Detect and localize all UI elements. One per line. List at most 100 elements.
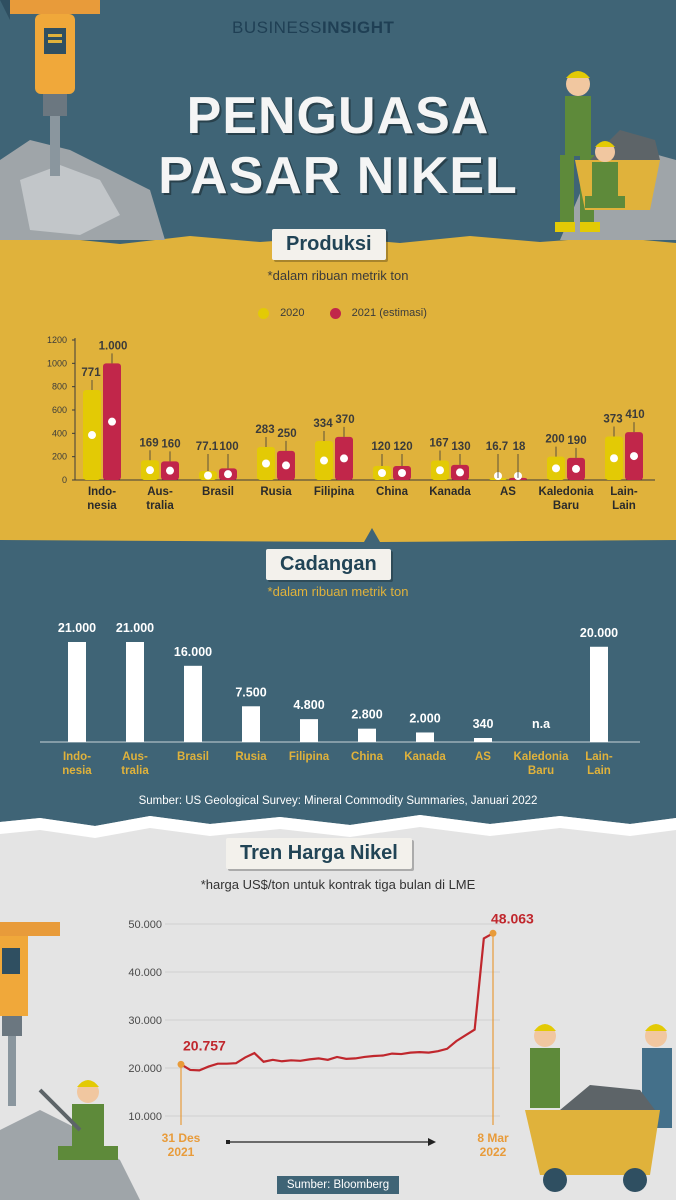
reserve-bar (590, 646, 608, 742)
harga-source-wrap: Sumber: Bloomberg (0, 1175, 676, 1194)
reserve-label: 2.800 (351, 708, 382, 722)
time-arrow-tail (226, 1140, 230, 1144)
data-label: 100 (219, 441, 238, 453)
data-label: 190 (567, 435, 586, 447)
category-label: Kaledonia Baru (539, 486, 595, 512)
bar-dot (630, 452, 638, 461)
page-title-line2: PASAR NIKEL (158, 147, 518, 205)
category-label: Lain-Lain (585, 751, 613, 777)
category-label: Brasil (202, 486, 234, 498)
produksi-note: *dalam ribuan metrik ton (267, 268, 409, 283)
bar-dot (398, 469, 406, 477)
harga-chart: 10.000 20.000 30.000 40.000 50.000 20.757 48.0… (128, 910, 534, 1159)
reserve-label: 21.000 (116, 621, 154, 635)
data-label: 77.1 (196, 441, 219, 453)
cadangan-heading: Cadangan (266, 549, 391, 580)
reserve-label: 2.000 (409, 711, 440, 725)
category-label: Kanada (404, 751, 446, 763)
category-label: Filipina (289, 751, 330, 763)
y-tick-label: 1000 (47, 358, 67, 368)
bar-dot (282, 461, 290, 470)
bar-dot (88, 431, 96, 440)
data-label: 120 (393, 441, 412, 453)
data-label: 200 (545, 434, 564, 446)
data-label: 18 (513, 441, 526, 453)
category-label: Rusia (235, 751, 267, 763)
bar-dot (552, 464, 560, 473)
data-label: 169 (139, 437, 158, 449)
y-tick-label: 10.000 (128, 1111, 162, 1123)
data-label: 370 (335, 414, 354, 426)
reserve-label: 4.800 (293, 698, 324, 712)
bar-dot (378, 469, 386, 477)
reserve-bar (474, 738, 492, 742)
cadangan-note: *dalam ribuan metrik ton (267, 584, 409, 599)
data-label: 250 (277, 428, 296, 440)
x-start-label: 31 Des 2021 (162, 1131, 201, 1159)
data-label: 410 (625, 409, 644, 421)
legend: 2020 2021 (estimasi) (258, 307, 427, 319)
reserve-label: 16.000 (174, 645, 212, 659)
reserve-bar (126, 642, 144, 742)
end-value-label: 48.063 (491, 910, 534, 926)
bar-dot (610, 454, 618, 463)
reserve-label: 340 (473, 717, 494, 731)
end-point (489, 929, 497, 937)
legend-2021-swatch (329, 307, 341, 319)
category-label: China (376, 486, 409, 498)
data-label: 120 (371, 441, 390, 453)
y-tick-label: 0 (62, 475, 67, 485)
legend-2020-swatch (258, 307, 269, 319)
category-label: Rusia (260, 486, 292, 498)
y-tick-label: 50.000 (128, 919, 162, 931)
data-label: 16.7 (486, 441, 508, 453)
bar-dot (320, 456, 328, 465)
bar-dot (340, 454, 348, 463)
category-label: Kaledonia Baru (514, 751, 570, 777)
cadangan-source: Sumber: US Geological Survey: Mineral Co… (138, 795, 538, 807)
bar-dot (456, 468, 464, 477)
data-label: 167 (429, 438, 448, 450)
harga-source: Sumber: Bloomberg (276, 1176, 400, 1194)
y-tick-label: 20.000 (128, 1063, 162, 1075)
y-tick-label: 400 (52, 428, 67, 438)
bar-dot (204, 471, 212, 480)
miner-bottom-right-icon (530, 1024, 560, 1108)
reserve-label: 20.000 (580, 626, 618, 640)
data-label: 373 (603, 413, 622, 425)
miner-kneeling-icon (585, 141, 625, 208)
category-label: Aus-tralia (121, 751, 149, 777)
reserve-label: 21.000 (58, 621, 96, 635)
reserve-bar (416, 732, 434, 742)
legend-2020-label: 2020 (280, 307, 305, 319)
bar-dot (224, 470, 232, 479)
reserve-bar (358, 728, 376, 742)
bar-dot (436, 466, 444, 475)
minecart-bottom-icon (525, 1085, 660, 1192)
y-tick-label: 800 (52, 382, 67, 392)
y-tick-label: 600 (52, 405, 67, 415)
harga-heading: Tren Harga Nikel (226, 838, 412, 869)
bar-dot (262, 459, 270, 468)
category-label: Indo-nesia (62, 751, 92, 777)
reserve-bar (242, 706, 260, 742)
category-label: China (351, 751, 384, 763)
data-label: 283 (255, 424, 274, 436)
jackhammer-bottom-icon (0, 922, 60, 1106)
harga-band (0, 815, 676, 1200)
start-value-label: 20.757 (183, 1037, 226, 1053)
x-end-label: 8 Mar 2022 (477, 1131, 509, 1159)
reserve-label: n.a (532, 717, 551, 731)
bar-dot (108, 417, 116, 426)
category-label: AS (500, 486, 516, 498)
data-label: 771 (81, 367, 101, 379)
bar-dot (572, 464, 580, 473)
cadangan-chart: 21.000 Indo-nesia 21.000 Aus-tralia 16.000 Br… (40, 621, 640, 777)
y-tick-label: 1200 (47, 335, 67, 345)
category-label: Lain-Lain (610, 486, 638, 512)
y-tick-label: 200 (52, 452, 67, 462)
category-label: AS (475, 751, 491, 763)
page-title-line1: PENGUASA (186, 87, 490, 145)
y-tick-label: 40.000 (128, 967, 162, 979)
